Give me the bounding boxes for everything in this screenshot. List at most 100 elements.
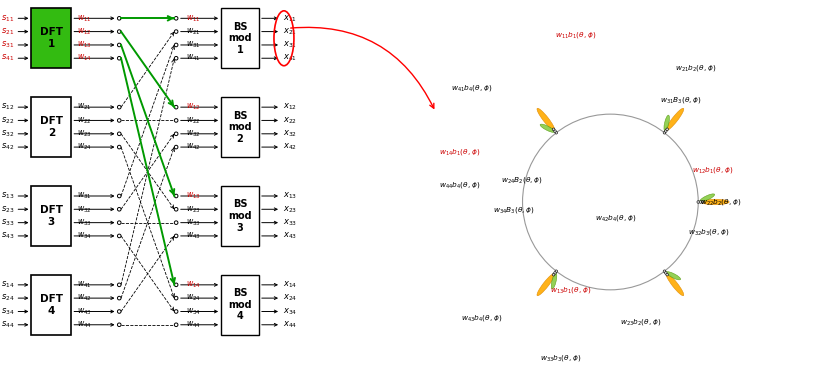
Text: $\mathit{w_{22}}$: $\mathit{w_{22}}$ (186, 115, 201, 126)
Text: $w_{41}b_4(\theta,\phi)$: $w_{41}b_4(\theta,\phi)$ (451, 83, 492, 93)
Text: $w_{12}b_1(\theta,\phi)$: $w_{12}b_1(\theta,\phi)$ (692, 165, 733, 175)
Text: $\mathit{s_{34}}$: $\mathit{s_{34}}$ (1, 306, 15, 317)
Text: $\mathit{x_{24}}$: $\mathit{x_{24}}$ (283, 293, 297, 303)
Text: $w_{44}b_4(\theta,\phi)$: $w_{44}b_4(\theta,\phi)$ (439, 180, 480, 190)
Text: $\mathit{s_{14}}$: $\mathit{s_{14}}$ (1, 280, 15, 290)
Circle shape (552, 273, 555, 276)
Text: $\mathit{s_{13}}$: $\mathit{s_{13}}$ (1, 191, 15, 201)
Bar (31, 275, 72, 335)
Text: $\mathit{w_{23}}$: $\mathit{w_{23}}$ (186, 204, 201, 214)
Text: $w_{11}b_1(\theta,\phi)$: $w_{11}b_1(\theta,\phi)$ (556, 30, 597, 40)
Circle shape (174, 221, 178, 225)
Ellipse shape (540, 124, 555, 132)
Circle shape (118, 221, 121, 225)
Circle shape (118, 296, 121, 300)
Text: $w_{31}B_3(\theta,\phi)$: $w_{31}B_3(\theta,\phi)$ (660, 95, 702, 105)
Text: $\mathit{w_{34}}$: $\mathit{w_{34}}$ (77, 230, 92, 241)
Circle shape (118, 283, 121, 287)
Text: BS
mod
2: BS mod 2 (228, 110, 252, 144)
Ellipse shape (664, 115, 669, 131)
Circle shape (664, 130, 667, 132)
Text: $\mathit{s_{24}}$: $\mathit{s_{24}}$ (1, 293, 15, 303)
Text: $\mathit{w_{43}}$: $\mathit{w_{43}}$ (77, 306, 92, 317)
Text: $w_{22}b_2(\theta,\phi)$: $w_{22}b_2(\theta,\phi)$ (700, 197, 742, 207)
Ellipse shape (666, 273, 684, 296)
Text: $\mathit{s_{41}}$: $\mathit{s_{41}}$ (1, 53, 15, 64)
Circle shape (663, 270, 666, 273)
Circle shape (174, 234, 178, 238)
Bar (31, 8, 72, 68)
Circle shape (555, 270, 558, 273)
Text: $w_{34}B_3(\theta,\phi)$: $w_{34}B_3(\theta,\phi)$ (493, 205, 534, 215)
Circle shape (174, 194, 178, 198)
Text: $\mathit{s_{43}}$: $\mathit{s_{43}}$ (1, 230, 15, 241)
Circle shape (174, 323, 178, 326)
Text: $\mathit{s_{42}}$: $\mathit{s_{42}}$ (1, 142, 15, 152)
Bar (221, 275, 259, 335)
Bar (221, 97, 259, 157)
Text: $w_{24}B_2(\theta,\phi)$: $w_{24}B_2(\theta,\phi)$ (500, 175, 542, 185)
Ellipse shape (700, 194, 714, 202)
Text: DFT
2: DFT 2 (40, 116, 63, 138)
Circle shape (174, 145, 178, 149)
Text: $\mathit{w_{32}}$: $\mathit{w_{32}}$ (186, 129, 201, 139)
Text: $\mathit{w_{23}}$: $\mathit{w_{23}}$ (77, 129, 92, 139)
Text: $\mathit{w_{12}}$: $\mathit{w_{12}}$ (186, 102, 201, 112)
Text: $\mathit{x_{41}}$: $\mathit{x_{41}}$ (283, 53, 297, 64)
Ellipse shape (551, 273, 557, 289)
Text: $\mathit{w_{13}}$: $\mathit{w_{13}}$ (77, 40, 92, 50)
Text: $\mathit{w_{11}}$: $\mathit{w_{11}}$ (186, 13, 201, 23)
Text: $\mathit{x_{21}}$: $\mathit{x_{21}}$ (283, 27, 297, 37)
Text: $\mathit{x_{23}}$: $\mathit{x_{23}}$ (283, 204, 297, 214)
Text: $\mathit{w_{21}}$: $\mathit{w_{21}}$ (77, 102, 92, 112)
Bar (221, 186, 259, 246)
Circle shape (663, 131, 666, 134)
Circle shape (118, 57, 121, 60)
Text: $\mathit{x_{22}}$: $\mathit{x_{22}}$ (283, 115, 297, 126)
Text: $\mathit{w_{12}}$: $\mathit{w_{12}}$ (77, 27, 92, 37)
Text: $\mathit{w_{44}}$: $\mathit{w_{44}}$ (77, 319, 92, 330)
Text: $\mathit{s_{23}}$: $\mathit{s_{23}}$ (1, 204, 15, 214)
Text: $\mathit{x_{31}}$: $\mathit{x_{31}}$ (283, 40, 297, 50)
Text: $\mathit{w_{34}}$: $\mathit{w_{34}}$ (186, 306, 201, 317)
Bar (221, 8, 259, 68)
Text: $\mathit{w_{32}}$: $\mathit{w_{32}}$ (77, 204, 92, 214)
Circle shape (554, 130, 556, 132)
Circle shape (118, 323, 121, 326)
Text: $\mathit{w_{13}}$: $\mathit{w_{13}}$ (186, 191, 201, 201)
Text: $\mathit{s_{22}}$: $\mathit{s_{22}}$ (1, 115, 15, 126)
Circle shape (174, 119, 178, 122)
Circle shape (174, 207, 178, 211)
Text: $w_{32}b_3(\theta,\phi)$: $w_{32}b_3(\theta,\phi)$ (688, 227, 729, 237)
Circle shape (554, 272, 556, 274)
Circle shape (118, 119, 121, 122)
Circle shape (174, 296, 178, 300)
Circle shape (174, 105, 178, 109)
Ellipse shape (666, 271, 681, 280)
Text: $\mathit{w_{33}}$: $\mathit{w_{33}}$ (186, 217, 201, 228)
Text: $\mathit{w_{33}}$: $\mathit{w_{33}}$ (77, 217, 92, 228)
Circle shape (118, 310, 121, 313)
Text: $\mathit{w_{41}}$: $\mathit{w_{41}}$ (186, 53, 201, 64)
Circle shape (666, 273, 668, 276)
Text: $\mathit{w_{42}}$: $\mathit{w_{42}}$ (77, 293, 92, 303)
Text: $\mathit{w_{21}}$: $\mathit{w_{21}}$ (186, 27, 201, 37)
Text: $\mathit{w_{42}}$: $\mathit{w_{42}}$ (186, 142, 201, 152)
Text: $w_{42}b_4(\theta,\phi)$: $w_{42}b_4(\theta,\phi)$ (595, 213, 637, 223)
Text: $\mathit{s_{44}}$: $\mathit{s_{44}}$ (1, 319, 15, 330)
Text: BS
mod
1: BS mod 1 (228, 22, 252, 55)
Circle shape (174, 16, 178, 20)
Text: $\mathit{x_{34}}$: $\mathit{x_{34}}$ (283, 306, 297, 317)
Circle shape (664, 272, 667, 274)
Circle shape (174, 57, 178, 60)
Circle shape (174, 310, 178, 313)
Text: BS
mod
3: BS mod 3 (228, 199, 252, 232)
Text: $\mathit{w_{24}}$: $\mathit{w_{24}}$ (186, 293, 201, 303)
Text: $\mathit{s_{12}}$: $\mathit{s_{12}}$ (1, 102, 15, 112)
Text: $\mathit{x_{32}}$: $\mathit{x_{32}}$ (283, 129, 297, 139)
Text: $\mathit{s_{21}}$: $\mathit{s_{21}}$ (1, 27, 15, 37)
Text: $\mathit{w_{41}}$: $\mathit{w_{41}}$ (77, 280, 92, 290)
Ellipse shape (537, 273, 555, 296)
Text: $w_{43}b_4(\theta,\phi)$: $w_{43}b_4(\theta,\phi)$ (461, 313, 502, 323)
Text: $w_{33}b_3(\theta,\phi)$: $w_{33}b_3(\theta,\phi)$ (540, 353, 581, 363)
